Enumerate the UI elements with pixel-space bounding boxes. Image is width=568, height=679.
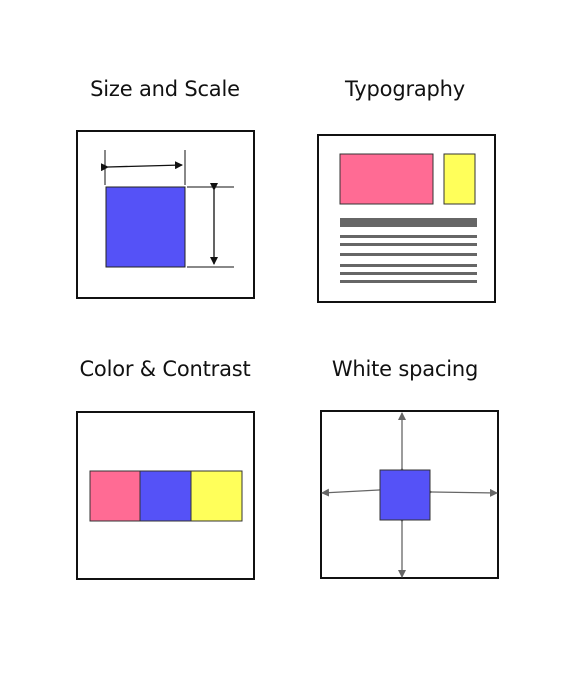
title-typography: Typography (344, 77, 466, 101)
scaled-square (105, 186, 186, 268)
spacing-arrow-right (424, 487, 498, 497)
spacing-arrow-left (321, 485, 387, 497)
swatch-yellow (190, 470, 243, 522)
title-color-contrast: Color & Contrast (79, 357, 251, 381)
typography-layout-diagram (339, 153, 477, 283)
swatch-blue (139, 470, 192, 522)
title-white-spacing: White spacing (331, 357, 479, 381)
text-line (340, 243, 477, 246)
title-size-and-scale: Size and Scale (90, 77, 240, 101)
image-block-pink (339, 153, 434, 205)
swatch-pink (89, 470, 141, 522)
heading-bar (340, 218, 477, 227)
text-line (340, 253, 477, 256)
text-line (340, 235, 477, 238)
white-space-diagram (321, 412, 498, 578)
size-scale-diagram (100, 150, 234, 268)
image-block-yellow (443, 153, 476, 205)
width-arrow (100, 161, 183, 172)
text-line (340, 280, 477, 283)
color-swatch-diagram (89, 470, 243, 522)
centered-square (379, 469, 431, 521)
text-line (340, 272, 477, 275)
text-line (340, 264, 477, 267)
